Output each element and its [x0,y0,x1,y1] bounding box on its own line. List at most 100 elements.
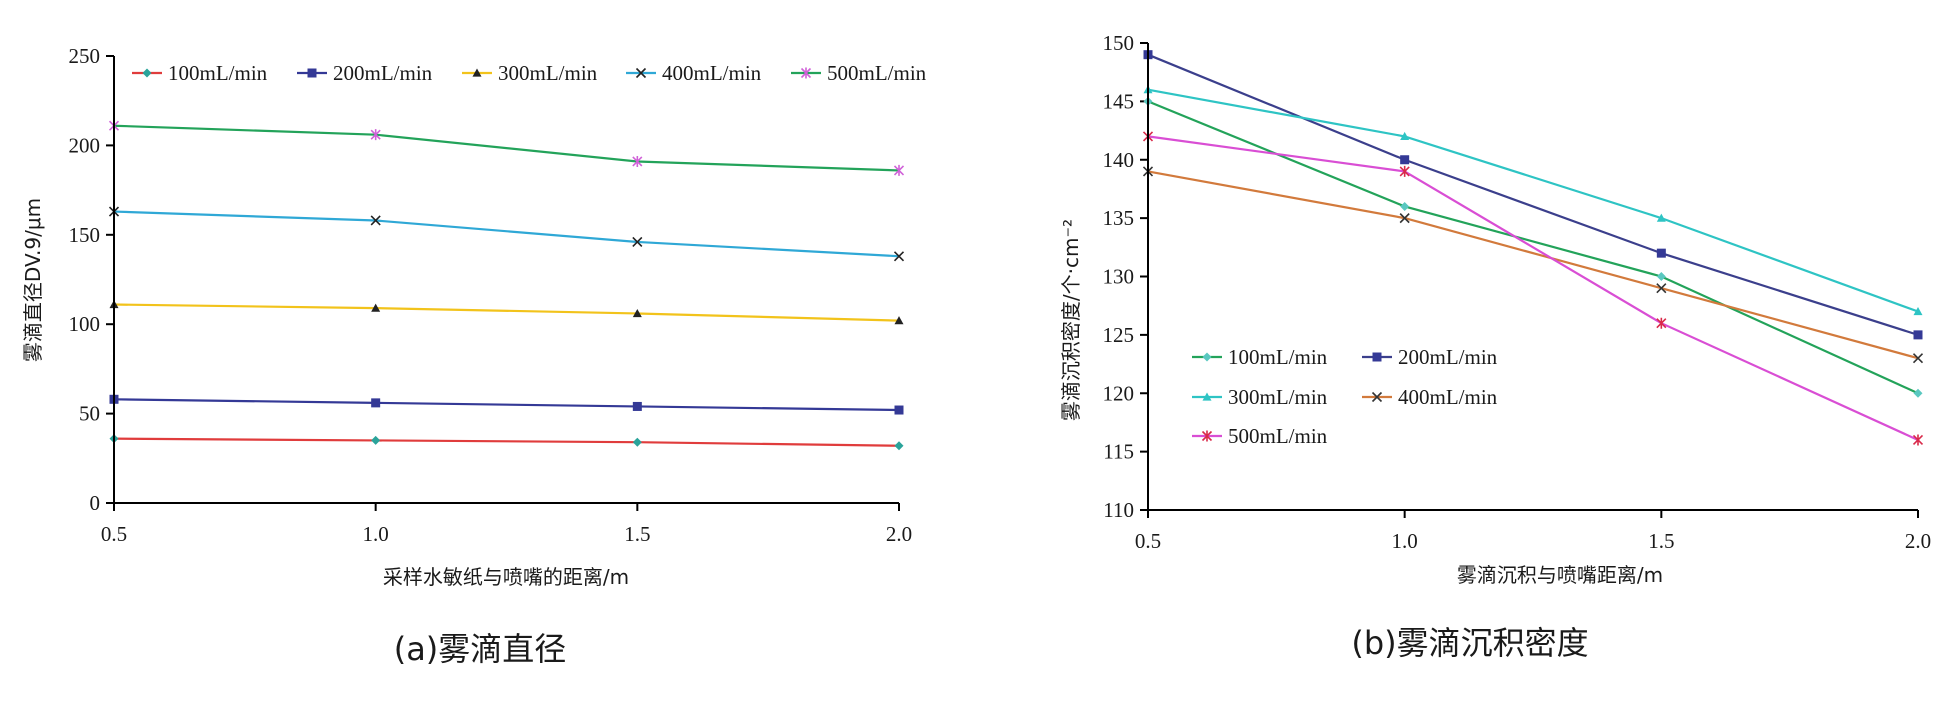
panel-b-series-200mlmin [1143,50,1923,340]
panel-b-series-500mlmin-point [1656,317,1667,329]
panel-a-y-tick-label: 200 [69,133,101,157]
panel-b-y-tick-label: 145 [1103,89,1135,113]
panel-b-series-200mlmin-point [1400,155,1410,165]
panel-a-caption: (a)雾滴直径 [394,630,567,668]
panel-a-legend-label: 400mL/min [662,61,762,85]
panel-a-series-500mlmin [108,120,905,176]
panel-a-legend-item: 100mL/min [132,61,268,85]
panel-a-x-tick-label: 0.5 [101,522,127,546]
panel-a-legend-label: 500mL/min [827,61,927,85]
panel-a-series-200mlmin-point [371,398,381,408]
panel-a-x-tick-label: 1.0 [363,522,389,546]
panel-a-series-400mlmin-line [113,210,900,258]
panel-b-caption: (b)雾滴沉积密度 [1351,624,1588,662]
panel-b-series-400mlmin-point [1656,283,1667,294]
panel-b-legend-item: 400mL/min [1362,385,1498,409]
panel-b-legend-marker [1202,392,1212,401]
panel-a-legend-marker [472,68,482,77]
panel-a-series-200mlmin [109,394,904,415]
panel-b-legend-item: 500mL/min [1192,424,1328,448]
panel-a-legend-label: 100mL/min [168,61,268,85]
panel-b-y-tick-label: 130 [1103,265,1135,289]
panel-a-series-200mlmin-point [632,401,642,411]
panel-a-series-500mlmin-point [893,164,905,176]
panel-a-series-100mlmin-point [894,441,904,451]
panel-b-legend-label: 500mL/min [1228,424,1328,448]
panel-b-legend-item: 300mL/min [1192,385,1328,409]
panel-a-series-100mlmin-point [371,435,381,445]
panel-a-legend-item: 300mL/min [462,61,598,85]
panel-b-series-200mlmin-point [1913,330,1923,340]
panel-a-legend-marker [635,67,647,79]
panel-b-y-axis-title: 雾滴沉积密度/个·cm⁻² [1059,219,1083,421]
panel-a-series-100mlmin [109,434,904,451]
panel-a-y-tick-label: 100 [69,312,101,336]
panel-a-series-300mlmin-point [371,303,381,312]
panel-a-legend-label: 200mL/min [333,61,433,85]
panel-b-x-axis-title: 雾滴沉积与喷嘴距离/m [1457,563,1663,587]
panel-b-legend-item: 200mL/min [1362,345,1498,369]
panel-a-series-100mlmin-point [632,437,642,447]
panel-b-y-tick-label: 110 [1103,498,1134,522]
panel-b-y-tick-label: 120 [1103,381,1135,405]
panel-b-legend-label: 300mL/min [1228,385,1328,409]
panel-b-legend-label: 100mL/min [1228,345,1328,369]
panel-b-series-500mlmin-line [1147,135,1919,441]
panel-b-legend-label: 400mL/min [1398,385,1498,409]
panel-a-legend-label: 300mL/min [498,61,598,85]
panel-b-y-tick-label: 115 [1103,440,1134,464]
panel-b-series-100mlmin-point [1913,388,1923,398]
panel-b-series-300mlmin-point [1656,213,1666,222]
panel-b-x-tick-label: 2.0 [1905,529,1931,553]
panel-a-legend-marker [142,68,152,78]
panel-b-y-tick-label: 125 [1103,323,1135,347]
panel-a-y-tick-label: 50 [79,402,100,426]
panel-a-series-100mlmin-line [113,437,900,447]
panel-a-y-tick-label: 0 [90,491,101,515]
panel-b-legend-marker [1201,430,1213,442]
panel-a-series-400mlmin-point [632,236,643,248]
panel-b-legend: 100mL/min 200mL/min 300mL/min 400mL/min 500m… [1192,345,1498,448]
panel-a-series-500mlmin-point [370,129,381,141]
panel-a-series-400mlmin-point [893,251,905,262]
panel-b-x-tick-label: 1.0 [1392,529,1418,553]
panel-a-legend-marker [307,68,317,78]
panel-b-series-100mlmin-point [1400,201,1410,211]
panel-b-series-200mlmin-point [1656,248,1666,258]
panel-a-series-400mlmin [108,206,905,262]
panel-b-y-tick-label: 135 [1103,206,1135,230]
panel-b-series-200mlmin-line [1147,53,1919,336]
panel-b-series-400mlmin-point [1912,353,1924,364]
panel-a-y-axis-title: 雾滴直径DV.9/μm [21,198,45,362]
panel-a-legend-marker [800,67,812,79]
panel-b-deposition-density-chart: 110 115 120 125 130 135 140 145 150 0.5 1.0 1.5 2.0 1… [1059,31,1931,662]
panel-a-series-500mlmin-line [113,124,900,172]
panel-a-series-300mlmin-line [113,303,900,322]
panel-b-series-400mlmin-line [1147,170,1919,360]
panel-b-x-tick-label: 1.5 [1648,529,1674,553]
panel-a-diameter-chart: 0 50 100 150 200 250 0.5 1.0 1.5 2.0 100mL/min 200m… [21,44,927,668]
panel-a-series-400mlmin-point [370,215,381,226]
panel-b-legend-marker [1372,352,1382,362]
panel-b-series-300mlmin-point [1913,307,1923,316]
panel-a-series-300mlmin-point [632,308,642,318]
panel-b-series-400mlmin-point [1399,213,1410,224]
panel-b-series-300mlmin-point [1400,131,1410,140]
panel-a-series-200mlmin-point [894,405,904,415]
panel-b-legend-label: 200mL/min [1398,345,1498,369]
panel-a-legend: 100mL/min 200mL/min 300mL/min 400mL/min 500m… [132,61,927,85]
panel-b-series-400mlmin [1142,166,1924,364]
panel-a-y-tick-label: 150 [69,223,101,247]
panel-b-series-300mlmin-line [1147,88,1919,313]
panel-a-x-tick-label: 1.5 [624,522,650,546]
panel-a-series-500mlmin-point [632,155,643,167]
panel-b-legend-marker [1202,352,1212,362]
panel-b-y-tick-label: 140 [1103,148,1135,172]
panel-b-series-500mlmin-point [1912,434,1924,446]
panel-b-series-500mlmin-point [1399,165,1410,177]
panel-a-x-tick-label: 2.0 [886,522,912,546]
panel-a-series-300mlmin-point [894,316,904,325]
panel-a-legend-item: 400mL/min [626,61,762,85]
